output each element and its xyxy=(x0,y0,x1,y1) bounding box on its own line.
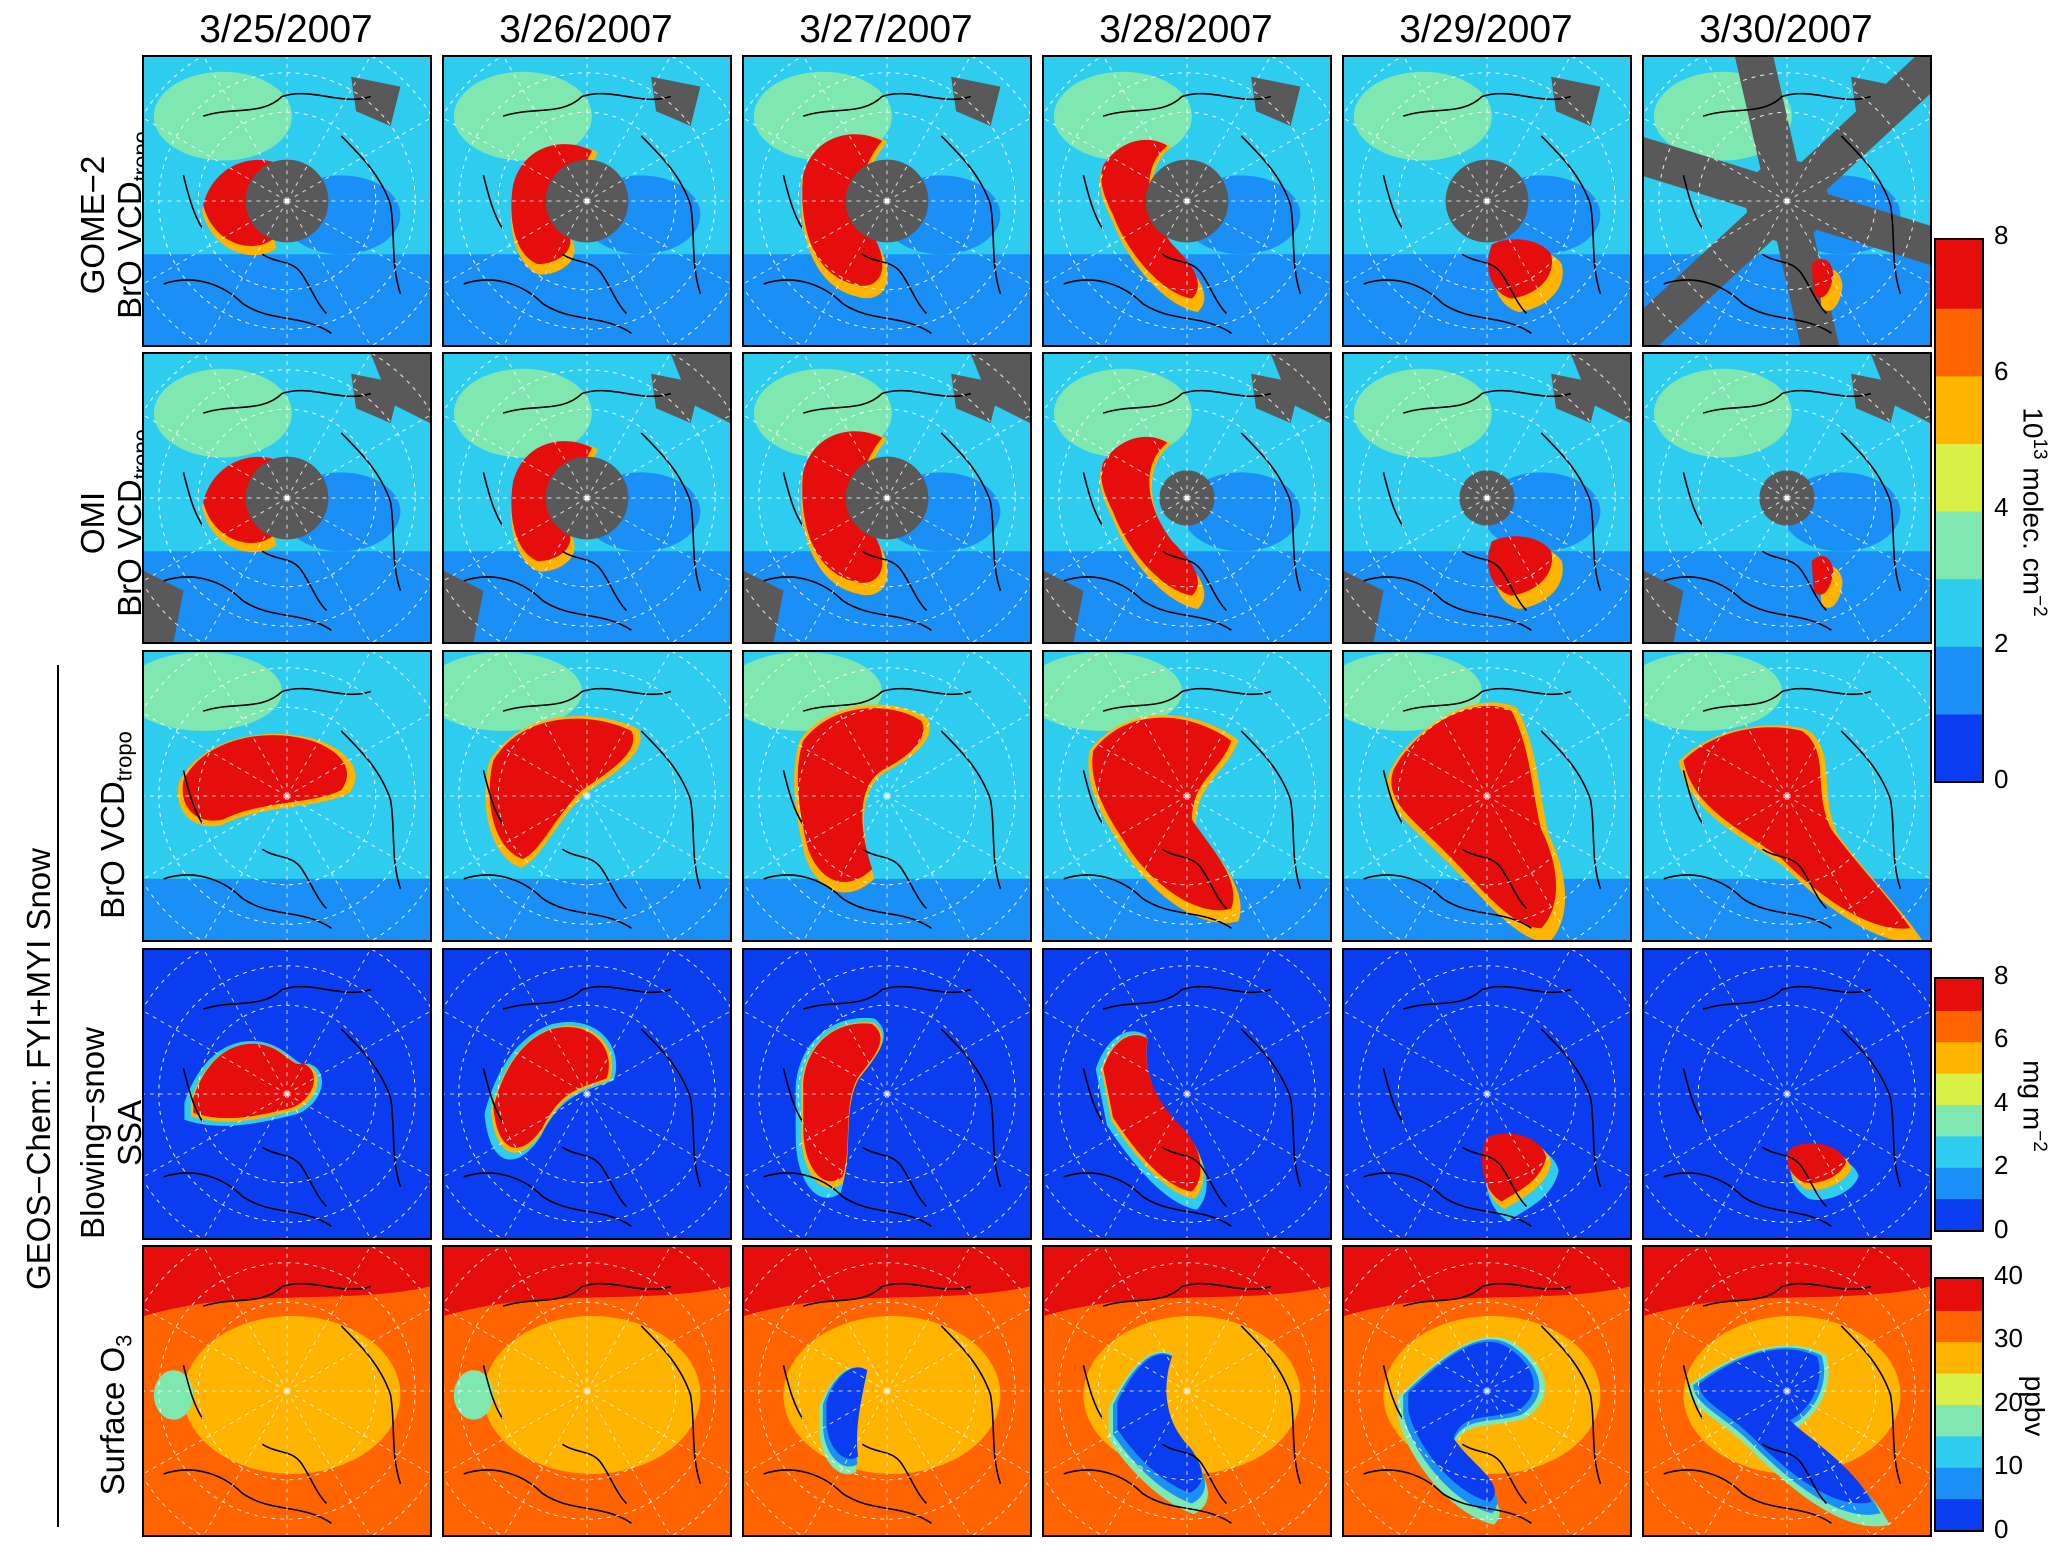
map-panel-model-bro-6 xyxy=(1642,650,1932,942)
map-panel-blowing-snow-ssa-3 xyxy=(742,948,1032,1240)
map-panel-surface-o3-6 xyxy=(1642,1245,1932,1537)
group-divider-line xyxy=(57,665,59,1527)
map-panel-surface-o3-2 xyxy=(442,1245,732,1537)
row-label-model-bro: BrO VCDtropo xyxy=(94,731,137,919)
colorbar-ozone-tick-40: 40 xyxy=(1994,1260,2023,1290)
map-panel-model-bro-3 xyxy=(742,650,1032,942)
map-panel-gome2-bro-3 xyxy=(742,55,1032,347)
map-panel-surface-o3-1 xyxy=(142,1245,432,1537)
map-panel-blowing-snow-ssa-5 xyxy=(1342,948,1632,1240)
map-panel-gome2-bro-1 xyxy=(142,55,432,347)
map-panel-omi-bro-2 xyxy=(442,352,732,644)
map-panel-omi-bro-3 xyxy=(742,352,1032,644)
colorbar-ozone xyxy=(1934,1277,1984,1532)
date-label-2: 3/26/2007 xyxy=(499,8,673,51)
colorbar-bro-tick-2: 2 xyxy=(1994,628,2009,658)
map-panel-omi-bro-5 xyxy=(1342,352,1632,644)
map-panel-surface-o3-3 xyxy=(742,1245,1032,1537)
date-label-4: 3/28/2007 xyxy=(1099,8,1273,51)
group-label-geos-chem: GEOS−Chem: FYI+MYI Snow xyxy=(20,848,57,1290)
map-panel-model-bro-1 xyxy=(142,650,432,942)
colorbar-ozone-tick-20: 20 xyxy=(1994,1387,2023,1417)
map-panel-gome2-bro-5 xyxy=(1342,55,1632,347)
colorbar-bro-tick-0: 0 xyxy=(1994,764,2009,794)
date-label-1: 3/25/2007 xyxy=(199,8,373,51)
map-panel-surface-o3-4 xyxy=(1042,1245,1332,1537)
map-panel-blowing-snow-ssa-4 xyxy=(1042,948,1332,1240)
row-label-surface-o3: Surface O3 xyxy=(94,1334,137,1496)
map-panel-blowing-snow-ssa-6 xyxy=(1642,948,1932,1240)
colorbar-ssa-unit: mg m−2 xyxy=(2017,1060,2050,1152)
date-label-6: 3/30/2007 xyxy=(1699,8,1873,51)
colorbar-ozone-tick-10: 10 xyxy=(1994,1450,2023,1480)
map-panel-omi-bro-6 xyxy=(1642,352,1932,644)
colorbar-bro-tick-4: 4 xyxy=(1994,492,2009,522)
colorbar-ssa-tick-2: 2 xyxy=(1994,1150,2009,1180)
colorbar-ozone-unit: ppbv xyxy=(2019,1375,2050,1437)
map-panel-blowing-snow-ssa-1 xyxy=(142,948,432,1240)
map-panel-gome2-bro-2 xyxy=(442,55,732,347)
map-panel-omi-bro-4 xyxy=(1042,352,1332,644)
colorbar-bro-tick-8: 8 xyxy=(1994,220,2009,250)
colorbar-bro-unit: 1013 molec. cm−2 xyxy=(2017,407,2050,617)
colorbar-bro xyxy=(1934,238,1984,783)
map-panel-gome2-bro-6 xyxy=(1642,55,1932,347)
colorbar-ssa-tick-4: 4 xyxy=(1994,1087,2009,1117)
colorbar-ozone-tick-0: 0 xyxy=(1994,1514,2009,1544)
map-panel-gome2-bro-4 xyxy=(1042,55,1332,347)
colorbar-ssa-tick-8: 8 xyxy=(1994,960,2009,990)
map-panel-model-bro-2 xyxy=(442,650,732,942)
map-panel-omi-bro-1 xyxy=(142,352,432,644)
map-panel-blowing-snow-ssa-2 xyxy=(442,948,732,1240)
map-panel-model-bro-5 xyxy=(1342,650,1632,942)
colorbar-ozone-tick-30: 30 xyxy=(1994,1323,2023,1353)
date-label-3: 3/27/2007 xyxy=(799,8,973,51)
map-panel-surface-o3-5 xyxy=(1342,1245,1632,1537)
colorbar-ssa-tick-6: 6 xyxy=(1994,1023,2009,1053)
colorbar-ssa-tick-0: 0 xyxy=(1994,1214,2009,1244)
map-panel-model-bro-4 xyxy=(1042,650,1332,942)
colorbar-bro-tick-6: 6 xyxy=(1994,356,2009,386)
colorbar-ssa xyxy=(1934,977,1984,1232)
date-label-5: 3/29/2007 xyxy=(1399,8,1573,51)
